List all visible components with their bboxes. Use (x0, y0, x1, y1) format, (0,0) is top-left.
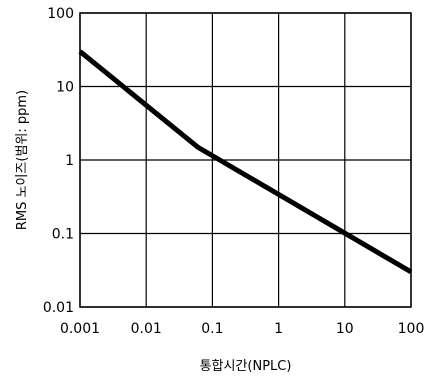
y-tick-label: 0.01 (43, 300, 74, 316)
series-layer (78, 49, 413, 275)
y-tick-label: 1 (65, 153, 74, 169)
y-tick-label: 100 (47, 6, 74, 22)
y-tick-label: 10 (56, 80, 74, 96)
y-axis-title: RMS 노이즈(범위: ppm) (15, 90, 30, 230)
plot-frame (79, 12, 412, 308)
series-line (78, 49, 413, 275)
grid-lines (79, 12, 412, 308)
x-tick-label: 10 (336, 321, 354, 337)
x-tick-label: 0.01 (131, 321, 162, 337)
x-tick-label: 0.001 (60, 321, 100, 337)
tick-labels: 0.001 0.01 0.1 1 10 100 100 10 1 0.1 0.01 (43, 6, 425, 337)
x-tick-label: 100 (398, 321, 425, 337)
x-tick-label: 1 (274, 321, 283, 337)
x-tick-label: 0.1 (201, 321, 223, 337)
x-axis-title: 통합시간(NPLC) (200, 359, 292, 374)
y-tick-label: 0.1 (52, 227, 74, 243)
